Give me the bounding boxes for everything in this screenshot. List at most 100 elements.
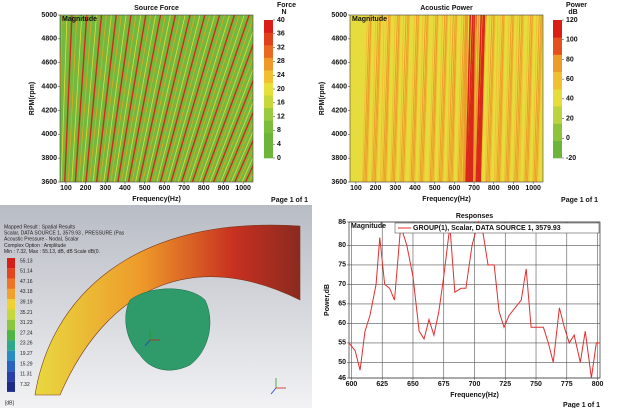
colorbar-tick-label: 8 — [277, 127, 281, 134]
power-stripe — [475, 15, 483, 182]
colorbar-cell — [553, 106, 562, 124]
x-axis-label: Frequency(Hz) — [132, 196, 181, 203]
legend-value: 43.18 — [20, 289, 33, 295]
power-stripe — [419, 15, 426, 182]
legend-swatch — [7, 361, 15, 372]
legend-value: 51.14 — [20, 269, 33, 275]
order-stripe — [191, 15, 250, 182]
colorbar-tick-label: 16 — [277, 100, 285, 107]
order-stripe — [167, 15, 216, 182]
power-stripe — [392, 15, 400, 182]
chart-title: Acoustic Power — [420, 5, 473, 12]
power-stripe — [395, 15, 401, 182]
order-stripe — [234, 139, 253, 182]
x-tick-label: 800 — [198, 185, 210, 192]
power-stripe — [500, 15, 506, 182]
colorbar-tick-label: 20 — [277, 86, 285, 93]
colorbar-cell — [264, 132, 273, 146]
y-tick-label: 75 — [338, 262, 346, 269]
power-stripe — [509, 15, 515, 182]
legend-swatch — [7, 350, 15, 361]
order-stripe — [174, 15, 225, 182]
info-line: Mapped Result : Spatial Results — [4, 224, 76, 230]
power-stripe — [465, 15, 472, 182]
power-stripe — [364, 15, 372, 182]
y-tick-label: 3800 — [41, 155, 57, 162]
colorbar-tick-label: 28 — [277, 58, 285, 65]
legend-value: 31.23 — [20, 320, 33, 326]
power-stripe — [464, 15, 469, 182]
colorbar-tick-label: 36 — [277, 31, 285, 38]
legend-swatch — [7, 371, 15, 382]
power-stripe — [450, 15, 457, 182]
y-axis-label: Power,dB — [324, 284, 331, 316]
power-stripe — [399, 15, 405, 182]
y-tick-label: 4000 — [331, 131, 347, 138]
order-stripe — [181, 15, 236, 182]
x-tick-label: 650 — [407, 381, 419, 388]
order-stripe — [238, 148, 253, 182]
x-tick-label: 100 — [350, 185, 362, 192]
power-stripe — [493, 15, 499, 182]
x-tick-label: 500 — [429, 185, 441, 192]
power-stripe — [532, 15, 538, 182]
power-stripe — [507, 15, 515, 182]
y-tick-label: 4600 — [331, 60, 347, 67]
order-stripe — [159, 15, 206, 182]
order-stripe — [99, 15, 122, 182]
legend-label: GROUP(1), Scalar, DATA SOURCE 1, 3579.93 — [413, 225, 561, 232]
x-tick-label: 200 — [370, 185, 382, 192]
order-stripe — [85, 15, 103, 182]
power-stripe — [446, 15, 452, 182]
x-tick-label: 300 — [99, 185, 111, 192]
y-tick-label: 86 — [338, 219, 346, 226]
axis-triad — [144, 330, 160, 347]
power-stripe — [533, 15, 540, 182]
colorbar-cell — [264, 82, 273, 96]
order-stripe — [74, 15, 88, 182]
y-tick-label: 4400 — [41, 83, 57, 90]
colorbar-cell — [553, 37, 562, 55]
order-stripe — [113, 15, 142, 182]
legend-swatch — [7, 309, 15, 320]
y-tick-label: 4800 — [331, 36, 347, 43]
power-stripe — [422, 15, 429, 182]
colorbar-tick-label: 40 — [566, 96, 574, 103]
plot-frame — [59, 14, 254, 183]
power-stripe — [495, 15, 502, 182]
order-stripe — [199, 30, 253, 182]
colorbar-tick-label: -20 — [566, 155, 576, 162]
info-line: Min : 7.32, Max : 55.13, dB, dB Scale dB… — [4, 249, 100, 255]
x-tick-label: 600 — [346, 381, 358, 388]
x-tick-label: 1000 — [525, 185, 541, 192]
order-stripe — [82, 15, 97, 182]
colorbar-title: Power — [566, 2, 587, 9]
legend-value: 35.21 — [20, 310, 33, 316]
legend-swatch — [7, 288, 15, 300]
y-tick-label: 4400 — [331, 83, 347, 90]
colorbar-tick-label: 80 — [566, 56, 574, 63]
legend-swatch — [7, 319, 15, 331]
order-stripe — [149, 15, 191, 182]
colorbar-tick-label: 4 — [277, 141, 281, 148]
y-tick-label: 5000 — [41, 12, 57, 19]
order-stripe — [227, 121, 253, 182]
power-stripe — [514, 15, 521, 182]
colorbar-tick-label: 20 — [566, 115, 574, 122]
colorbar-cell — [553, 54, 562, 73]
power-stripe — [376, 15, 382, 182]
legend-value: 39.19 — [20, 300, 33, 306]
power-stripe — [462, 15, 468, 182]
order-stripe — [142, 15, 181, 182]
x-tick-label: 600 — [449, 185, 461, 192]
order-stripe — [127, 15, 162, 182]
power-stripe — [363, 15, 370, 182]
power-stripe — [402, 15, 410, 182]
legend-swatch — [7, 278, 15, 289]
order-stripe — [64, 15, 73, 182]
power-stripe — [379, 15, 385, 182]
heatmap-area — [60, 15, 253, 182]
power-stripe — [372, 15, 379, 182]
colorbar-title: Force — [277, 2, 296, 9]
